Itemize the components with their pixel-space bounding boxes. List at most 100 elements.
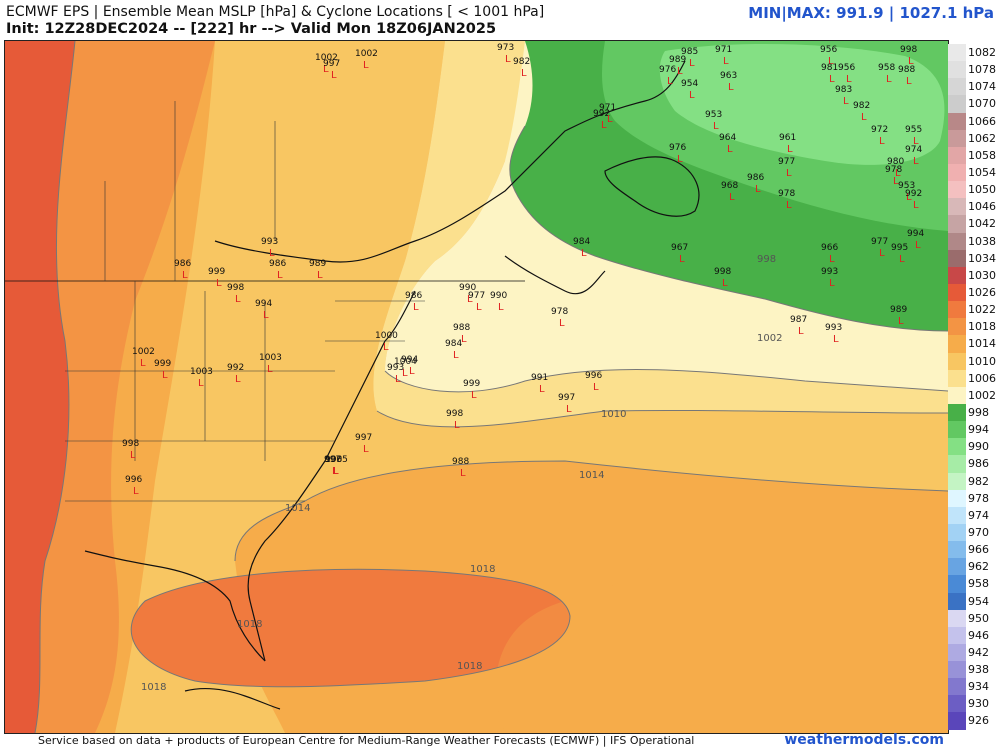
cyclone-pressure-label: 1002 [355,49,378,59]
colorbar-entry: 970 [948,523,1000,542]
credit-line: Service based on data + products of Euro… [38,734,695,747]
cyclone-pressure-label: 988 [452,457,469,467]
low-pressure-icon: L [677,154,683,165]
colorbar-label: 1014 [968,337,996,351]
cyclone-pressure-label: 989 [309,259,326,269]
colorbar-entry: 958 [948,575,1000,593]
cyclone-pressure-label: 998 [227,283,244,293]
colorbar-swatch [948,695,966,713]
colorbar-swatch [948,386,966,404]
isobar-1022 [34,41,76,733]
cyclone-pressure-label: 982 [853,101,870,111]
cyclone-pressure-label: 986 [405,291,422,301]
cyclone-pressure-label: 995 [891,243,908,253]
field-990 [659,44,945,165]
colorbar-swatch [948,592,966,610]
colorbar-swatch [948,95,966,113]
cyclone-pressure-label: 977 [778,157,795,167]
cyclone-pressure-label: 986 [269,259,286,269]
low-pressure-icon: L [601,120,607,131]
colorbar-swatch [948,575,966,593]
cyclone-pressure-label: 998 [122,439,139,449]
low-pressure-icon: L [198,378,204,389]
brand-link[interactable]: weathermodels.com [784,732,944,748]
colorbar-label: 934 [968,680,989,694]
colorbar-entry: 1010 [948,352,1000,370]
low-pressure-icon: L [727,144,733,155]
colorbar-label: 954 [968,594,989,608]
colorbar-entry: 1082 [948,44,1000,62]
cyclone-pressure-label: 988 [453,323,470,333]
colorbar-swatch [948,129,966,147]
cyclone-pressure-label: 973 [497,43,514,53]
colorbar-swatch [948,301,966,319]
cyclone-pressure-label: 963 [720,71,737,81]
colorbar-entry: 946 [948,626,1000,644]
low-pressure-icon: L [559,318,565,329]
colorbar-swatch [948,455,966,473]
cyclone-pressure-label: 998 [446,409,463,419]
colorbar-swatch [948,643,966,662]
low-pressure-icon: L [133,486,139,497]
init-valid-time: Init: 12Z28DEC2024 -- [222] hr --> Valid… [6,21,497,37]
low-pressure-icon: L [755,184,761,195]
map-canvas: 998 1002 1010 1014 1014 1018 1018 1018 1… [5,41,948,733]
low-pressure-icon: L [323,64,329,75]
colorbar-swatch [948,266,966,284]
low-pressure-icon: L [843,96,849,107]
isobar-1014 [234,460,948,562]
cyclone-pressure-label: 994 [401,355,418,365]
cyclone-pressure-label: 994 [907,229,924,239]
low-pressure-icon: L [263,310,269,321]
cyclone-pressure-label: 977 [468,291,485,301]
cyclone-pressure-label: 997 [558,393,575,403]
cyclone-pressure-label: 983 [835,85,852,95]
cyclone-pressure-label: 956 [838,63,855,73]
colorbar-label: 1054 [968,165,996,179]
colorbar-entry: 942 [948,643,1000,662]
colorbar-swatch [948,541,966,559]
low-pressure-icon: L [829,278,835,289]
low-pressure-icon: L [216,278,222,289]
low-pressure-icon: L [593,382,599,393]
colorbar-swatch [948,198,966,216]
colorbar-swatch [948,181,966,199]
cyclone-pressure-label: 1000 [375,331,398,341]
low-pressure-icon: L [728,82,734,93]
low-pressure-icon: L [467,294,473,305]
colorbar-label: 1066 [968,114,996,128]
colorbar-label: 926 [968,714,989,728]
colorbar-swatch [948,438,966,456]
colorbar-entry: 1046 [948,198,1000,216]
cyclone-pressure-label: 993 [261,237,278,247]
colorbar-label: 1050 [968,183,996,197]
colorbar-entry: 1026 [948,283,1000,302]
colorbar-label: 1026 [968,285,996,299]
low-pressure-icon: L [539,384,545,395]
